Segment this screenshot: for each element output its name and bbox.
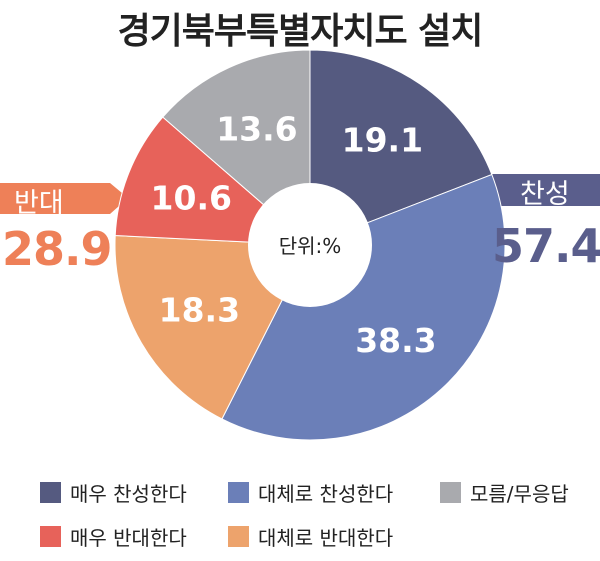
legend-label: 매우 찬성한다	[70, 482, 187, 506]
legend-label: 모름/무응답	[470, 482, 569, 506]
unit-label: 단위:%	[279, 234, 342, 258]
legend-item: 모름/무응답	[440, 478, 569, 507]
donut-chart: 단위:% 19.1 38.3 18.3 10.6 13.6	[0, 49, 600, 441]
legend-label: 매우 반대한다	[70, 526, 187, 550]
donut-hole	[248, 183, 372, 307]
for-banner	[470, 174, 600, 206]
legend-item: 매우 찬성한다	[40, 478, 187, 507]
slice-value-label-1: 19.1	[342, 120, 423, 159]
for-total: 57.4	[492, 219, 600, 273]
pie-slice-1	[309, 49, 493, 246]
against-banner	[0, 183, 128, 214]
chart-title: 경기북부특별자치도 설치	[117, 11, 484, 52]
for-label: 찬성	[520, 179, 570, 210]
slice-value-label-2: 38.3	[355, 321, 436, 360]
slice-value-label-4: 10.6	[151, 178, 232, 217]
legend-swatch	[40, 482, 61, 503]
legend-item: 대체로 반대한다	[228, 522, 393, 551]
legend-label: 대체로 반대한다	[258, 526, 394, 550]
legend-swatch	[40, 526, 61, 547]
slice-value-label-5: 13.6	[216, 110, 297, 149]
legend-item: 매우 반대한다	[40, 522, 187, 551]
against-total: 28.9	[2, 222, 112, 276]
against-label: 반대	[14, 188, 64, 219]
pie-slice-2	[221, 173, 506, 441]
legend-swatch	[440, 482, 461, 503]
legend-label: 대체로 찬성한다	[258, 482, 394, 506]
legend-swatch	[228, 482, 249, 503]
legend-item: 대체로 찬성한다	[228, 478, 393, 507]
slice-value-label-3: 18.3	[159, 290, 240, 329]
legend-swatch	[228, 526, 249, 547]
